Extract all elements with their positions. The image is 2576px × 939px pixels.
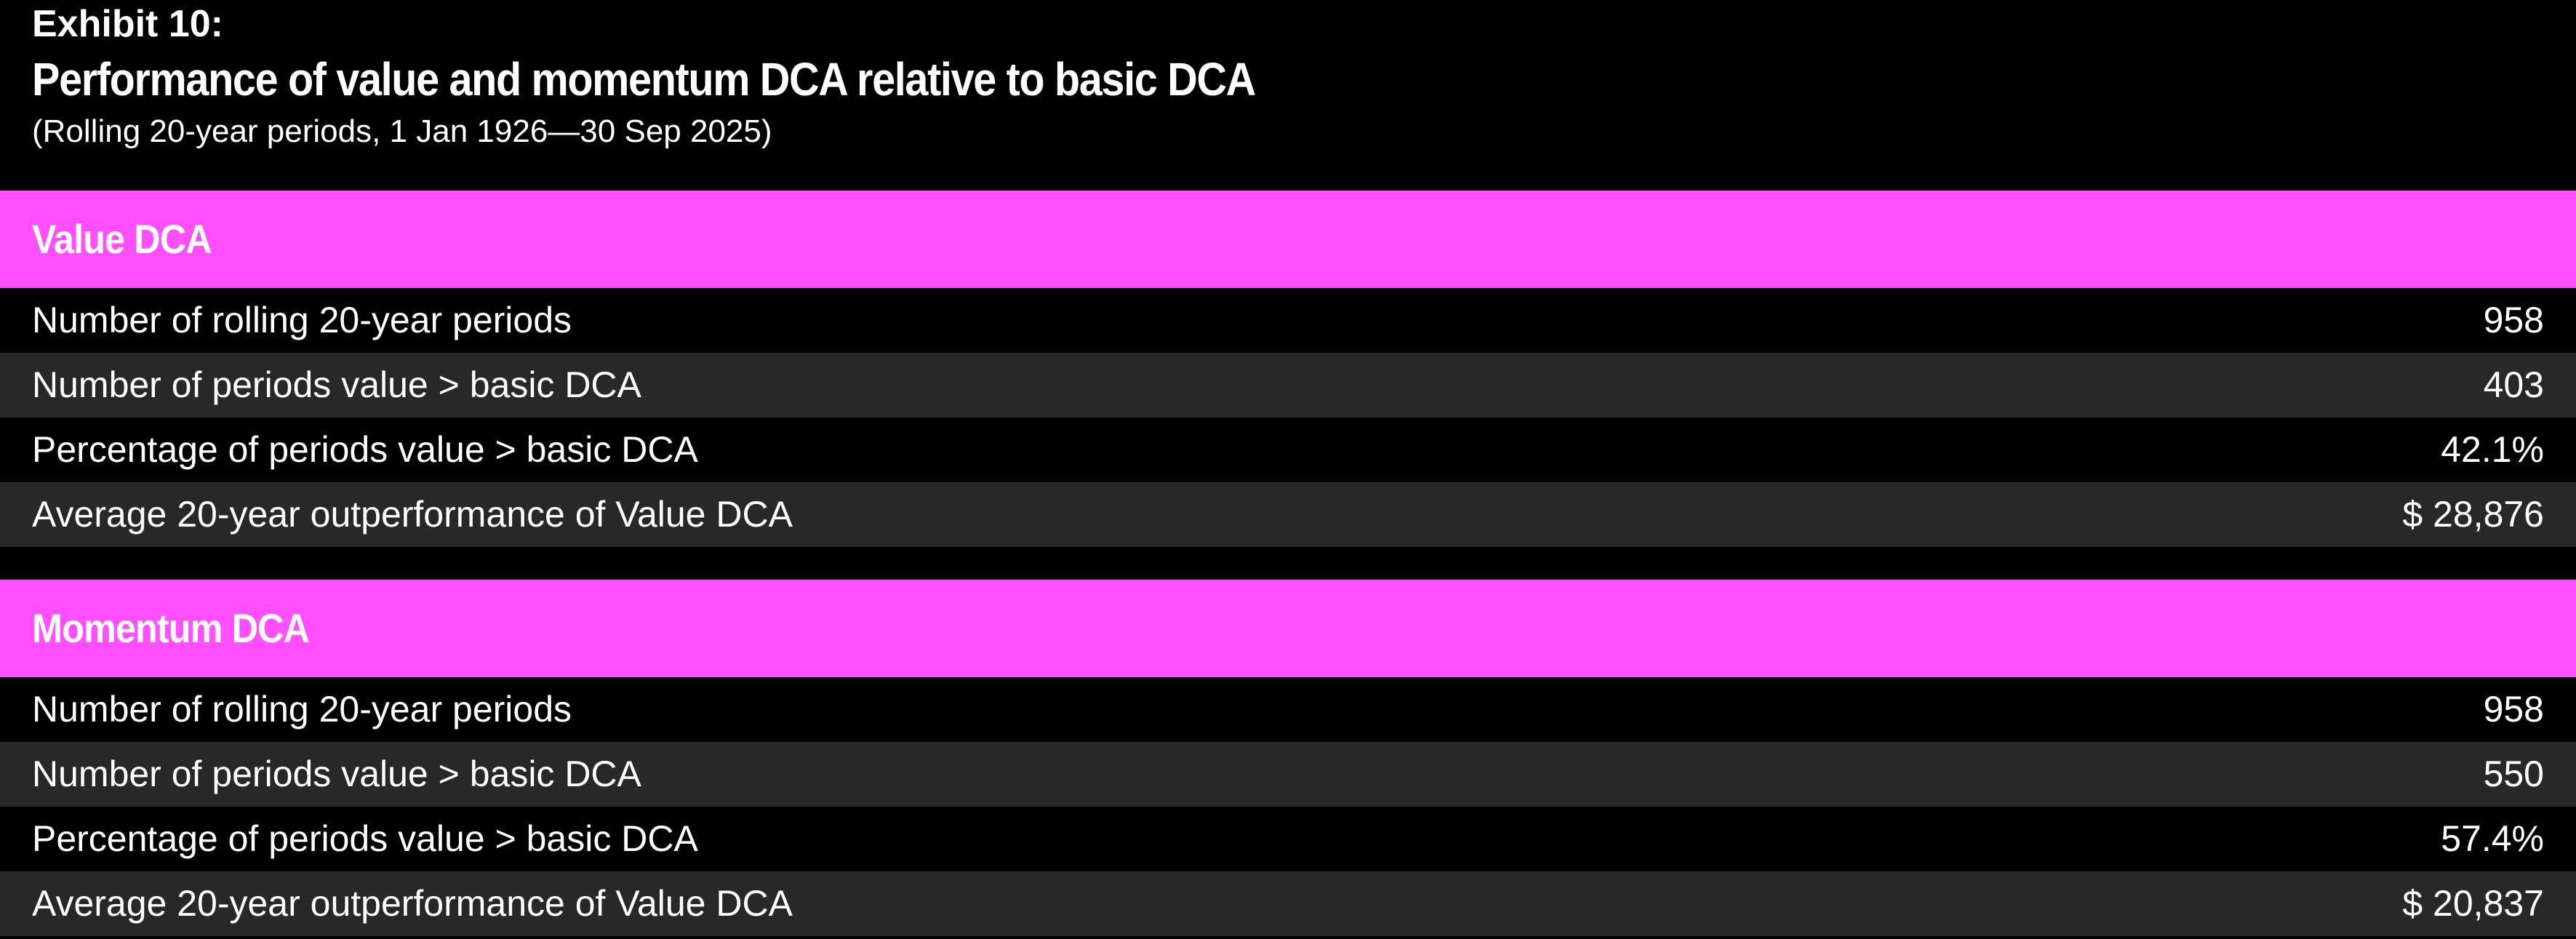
section-header-momentum-dca: Momentum DCA <box>0 580 2576 677</box>
row-label: Percentage of periods value > basic DCA <box>32 818 698 859</box>
row-label: Number of periods value > basic DCA <box>32 754 641 794</box>
row-label: Number of rolling 20-year periods <box>32 689 572 730</box>
table-row: Number of periods value > basic DCA 403 <box>0 353 2576 417</box>
row-value: 958 <box>2483 689 2544 730</box>
exhibit-label: Exhibit 10: <box>32 3 223 45</box>
section-header-value-dca: Value DCA <box>0 191 2576 288</box>
table-row: Percentage of periods value > basic DCA … <box>0 807 2576 871</box>
section-title: Value DCA <box>32 216 212 262</box>
row-value: 550 <box>2483 754 2544 794</box>
row-label: Average 20-year outperformance of Value … <box>32 494 793 535</box>
table-row: Number of rolling 20-year periods 958 <box>0 288 2576 353</box>
table-row: Number of rolling 20-year periods 958 <box>0 677 2576 742</box>
row-label: Number of rolling 20-year periods <box>32 300 572 340</box>
row-value: 403 <box>2483 364 2544 405</box>
row-label: Number of periods value > basic DCA <box>32 364 641 405</box>
row-value: $ 20,837 <box>2402 883 2544 924</box>
table-row: Average 20-year outperformance of Value … <box>0 871 2576 936</box>
table-row: Number of periods value > basic DCA 550 <box>0 742 2576 807</box>
table-row: Average 20-year outperformance of Value … <box>0 482 2576 547</box>
row-label: Percentage of periods value > basic DCA <box>32 429 698 470</box>
row-value: 57.4% <box>2441 818 2544 859</box>
row-value: 958 <box>2483 300 2544 340</box>
row-label: Average 20-year outperformance of Value … <box>32 883 793 924</box>
chart-subtitle: (Rolling 20-year periods, 1 Jan 1926—30 … <box>32 113 772 149</box>
table-row: Percentage of periods value > basic DCA … <box>0 417 2576 482</box>
chart-title: Performance of value and momentum DCA re… <box>32 53 1256 105</box>
row-value: $ 28,876 <box>2402 494 2544 535</box>
row-value: 42.1% <box>2441 429 2544 470</box>
section-title: Momentum DCA <box>32 605 310 651</box>
